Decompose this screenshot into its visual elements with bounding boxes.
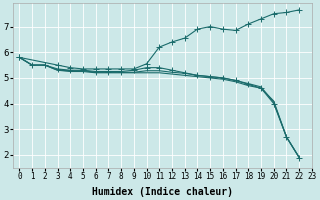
X-axis label: Humidex (Indice chaleur): Humidex (Indice chaleur)	[92, 186, 233, 197]
